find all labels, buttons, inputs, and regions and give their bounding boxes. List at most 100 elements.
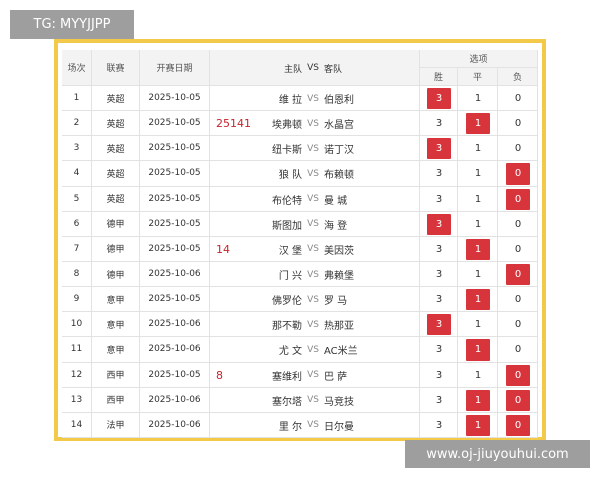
option-cell — [420, 111, 458, 137]
cell: 2025-10-06 — [140, 262, 210, 288]
option-button[interactable]: 1 — [466, 289, 490, 311]
option-cell — [498, 86, 538, 112]
cell: 西甲 — [92, 387, 140, 413]
cell — [210, 387, 420, 413]
option-button[interactable]: 0 — [514, 143, 522, 155]
option-button[interactable]: 3 — [435, 369, 443, 381]
home-team: 尤 文 — [278, 346, 302, 358]
option-button[interactable]: 1 — [474, 93, 482, 105]
option-button[interactable]: 0 — [514, 243, 522, 255]
header-cell: 联赛 — [92, 50, 140, 86]
option-cell — [458, 312, 498, 338]
option-button[interactable]: 3 — [435, 419, 443, 431]
cell: 英超 — [92, 111, 140, 137]
option-cell — [420, 287, 458, 313]
option-button[interactable]: 1 — [474, 193, 482, 205]
cell — [210, 412, 420, 438]
option-button[interactable]: 3 — [435, 168, 443, 180]
vs: VS — [307, 370, 319, 381]
cell: 2025-10-05 — [140, 362, 210, 388]
cell: 2025-10-05 — [140, 211, 210, 237]
option-button[interactable]: 0 — [514, 319, 522, 331]
option-cell — [498, 186, 538, 212]
option-button[interactable]: 1 — [474, 168, 482, 180]
option-button[interactable]: 0 — [514, 294, 522, 306]
vs: VS — [307, 344, 319, 355]
option-button[interactable]: 3 — [427, 314, 451, 336]
cell — [210, 86, 420, 112]
option-button[interactable]: 0 — [506, 414, 530, 436]
option-button[interactable]: 1 — [466, 113, 490, 135]
option-button[interactable]: 3 — [427, 213, 451, 235]
option-button[interactable]: 0 — [514, 118, 522, 130]
header-text: 客队 — [324, 64, 343, 75]
option-button[interactable]: 1 — [474, 143, 482, 155]
cell: 3 — [62, 136, 92, 162]
option-button[interactable]: 3 — [427, 88, 451, 110]
home-team: 维 拉 — [278, 95, 302, 107]
option-cell — [498, 211, 538, 237]
cell: 7 — [62, 236, 92, 262]
option-button[interactable]: 1 — [466, 339, 490, 361]
option-button[interactable]: 0 — [506, 389, 530, 411]
cell: 德甲 — [92, 262, 140, 288]
option-button[interactable]: 3 — [435, 269, 443, 281]
option-cell — [458, 262, 498, 288]
cell: 2025-10-05 — [140, 186, 210, 212]
option-button[interactable]: 3 — [435, 118, 443, 130]
option-button[interactable]: 1 — [466, 238, 490, 260]
cell — [210, 186, 420, 212]
option-button[interactable]: 3 — [435, 344, 443, 356]
option-button[interactable]: 0 — [506, 188, 530, 210]
cell: 西甲 — [92, 362, 140, 388]
option-button[interactable]: 0 — [506, 264, 530, 286]
cell: 12 — [62, 362, 92, 388]
table-frame — [54, 39, 546, 441]
header-text: 主队 — [283, 64, 302, 75]
away-team: 美因茨 — [324, 245, 354, 257]
cell: 5 — [62, 186, 92, 212]
option-button[interactable]: 3 — [435, 294, 443, 306]
cell: 2025-10-06 — [140, 337, 210, 363]
option-button[interactable]: 1 — [466, 389, 490, 411]
watermark: TG: MYYJJPP — [10, 10, 134, 39]
option-button[interactable]: 3 — [435, 394, 443, 406]
home-team: 那不勒 — [272, 321, 302, 333]
option-button[interactable]: 1 — [474, 218, 482, 230]
option-button[interactable]: 1 — [474, 319, 482, 331]
home-team: 汉 堡 — [278, 245, 302, 257]
option-button[interactable]: 1 — [474, 369, 482, 381]
option-cell — [420, 262, 458, 288]
home-team: 斯图加 — [272, 220, 302, 232]
option-button[interactable]: 0 — [514, 344, 522, 356]
option-button[interactable]: 1 — [474, 269, 482, 281]
option-button[interactable]: 3 — [427, 138, 451, 160]
option-cell — [498, 161, 538, 187]
vs: VS — [307, 194, 319, 205]
option-button[interactable]: 0 — [514, 218, 522, 230]
cell: 8 — [62, 262, 92, 288]
annotation: 8 — [216, 368, 223, 382]
cell: 2 — [62, 111, 92, 137]
away-team: 热那亚 — [324, 321, 354, 333]
home-team: 狼 队 — [278, 170, 302, 182]
option-button[interactable]: 1 — [466, 414, 490, 436]
option-cell — [498, 111, 538, 137]
option-cell — [458, 412, 498, 438]
cell — [210, 312, 420, 338]
option-button[interactable]: 0 — [506, 364, 530, 386]
option-button[interactable]: 3 — [435, 243, 443, 255]
option-button[interactable]: 0 — [514, 93, 522, 105]
cell — [210, 236, 420, 262]
watermark: www.oj-jiuyouhui.com — [405, 440, 590, 468]
option-button[interactable]: 0 — [506, 163, 530, 185]
annotation: 25141 — [216, 117, 251, 131]
cell: 10 — [62, 312, 92, 338]
away-team: 伯恩利 — [324, 95, 354, 107]
cell: 2025-10-06 — [140, 312, 210, 338]
option-button[interactable]: 3 — [435, 193, 443, 205]
cell: 意甲 — [92, 287, 140, 313]
away-team: 日尔曼 — [324, 421, 354, 433]
option-cell — [420, 161, 458, 187]
